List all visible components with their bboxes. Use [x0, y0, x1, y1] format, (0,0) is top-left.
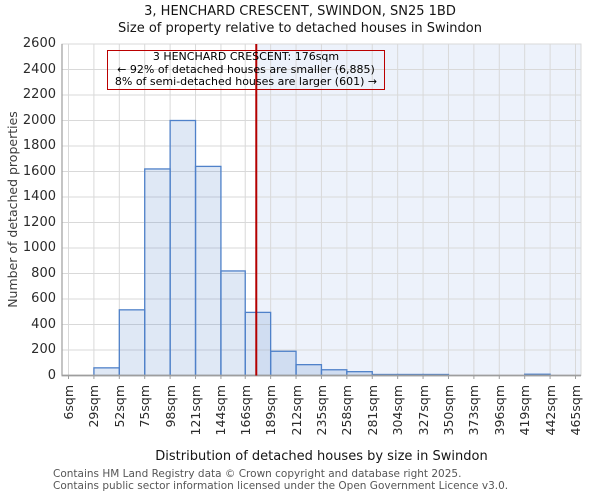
x-tick-label: 419sqm: [517, 385, 533, 436]
x-tick-label: 98sqm: [162, 385, 178, 428]
attribution-footer: Contains HM Land Registry data © Crown c…: [53, 468, 509, 492]
y-tick-label: 2600: [22, 36, 56, 51]
annotation-larger-pct: 8% of semi-detached houses are larger (6…: [114, 75, 378, 89]
x-tick-label: 166sqm: [237, 385, 253, 436]
x-tick-label: 465sqm: [568, 385, 583, 436]
y-tick-label: 1400: [22, 189, 56, 204]
y-tick-label: 2400: [22, 61, 56, 77]
x-tick-label: 235sqm: [313, 385, 329, 436]
x-tick-label: 373sqm: [466, 385, 482, 436]
footer-line-1: Contains HM Land Registry data © Crown c…: [53, 468, 462, 480]
x-tick-label: 75sqm: [137, 385, 153, 428]
x-tick-label: 6sqm: [61, 385, 76, 420]
x-axis-label: Distribution of detached houses by size …: [155, 449, 488, 464]
y-tick-label: 1800: [22, 138, 56, 153]
chart-title: 3, HENCHARD CRESCENT, SWINDON, SN25 1BD: [144, 4, 456, 19]
x-tick-label: 350sqm: [440, 385, 456, 436]
x-tick-label: 396sqm: [491, 385, 507, 436]
property-annotation-box: 3 HENCHARD CRESCENT: 176sqm ← 92% of det…: [107, 50, 385, 90]
footer-line-2: Contains public sector information licen…: [53, 479, 509, 492]
annotation-smaller-pct: ← 92% of detached houses are smaller (6,…: [117, 62, 375, 76]
chart-subtitle: Size of property relative to detached ho…: [118, 21, 482, 36]
x-tick-label: 327sqm: [415, 385, 431, 436]
y-tick-label: 2200: [22, 87, 56, 102]
x-tick-label: 442sqm: [542, 385, 558, 436]
y-tick-label: 0: [47, 367, 56, 383]
x-tick-label: 29sqm: [86, 385, 102, 428]
y-axis-label: Number of detached properties: [5, 111, 20, 308]
y-tick-label: 2000: [22, 112, 56, 128]
y-tick-label: 200: [31, 342, 56, 357]
x-tick-label: 258sqm: [339, 385, 355, 436]
y-tick-label: 800: [31, 265, 56, 281]
y-tick-label: 1200: [22, 214, 56, 230]
x-tick-label: 52sqm: [111, 385, 127, 428]
y-tick-label: 1000: [22, 240, 56, 255]
x-tick-label: 304sqm: [390, 385, 406, 436]
y-tick-label: 400: [31, 316, 56, 332]
x-tick-label: 212sqm: [288, 385, 304, 436]
x-tick-label: 144sqm: [213, 385, 229, 436]
annotation-property-size: 3 HENCHARD CRESCENT: 176sqm: [152, 50, 340, 64]
x-tick-label: 189sqm: [263, 385, 279, 436]
y-tick-label: 600: [31, 291, 56, 306]
y-tick-label: 1600: [22, 163, 56, 179]
x-tick-label: 281sqm: [364, 385, 380, 436]
x-tick-label: 121sqm: [188, 385, 204, 436]
